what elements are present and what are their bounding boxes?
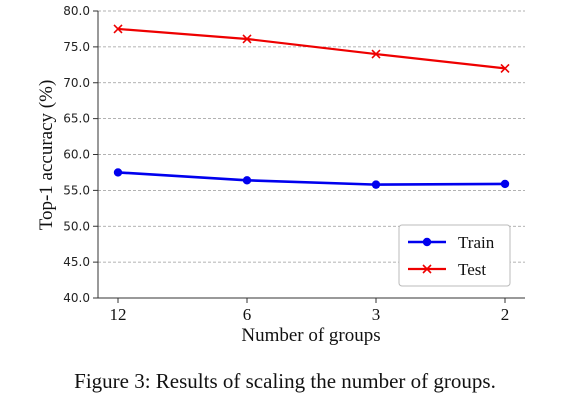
data-point-test-stroke — [242, 34, 252, 44]
data-point-test — [500, 63, 510, 73]
y-ticks: 40.0 45.0 50.0 55.0 60.0 65.0 70.0 75.0 80.0 — [63, 4, 98, 305]
figure-caption: Figure 3: Results of scaling the number … — [74, 369, 496, 393]
x-axis-label: Number of groups — [241, 325, 380, 346]
y-tick-label: 45.0 — [63, 255, 90, 269]
grid — [98, 10, 525, 263]
x-tick-label: 12 — [110, 305, 127, 324]
y-tick-label: 70.0 — [63, 76, 90, 90]
data-point-train — [113, 168, 123, 177]
legend-marker-test-stroke — [422, 264, 432, 274]
series-line-train — [117, 171, 506, 186]
data-point-test — [242, 34, 252, 44]
legend-label-train: Train — [458, 233, 495, 252]
data-point-test — [113, 24, 123, 34]
legend-label-test: Test — [458, 260, 486, 279]
y-axis-label: Top-1 accuracy (%) — [36, 80, 57, 231]
data-point-test-stroke — [371, 49, 381, 59]
data-point-train — [371, 180, 381, 189]
line-chart: 40.0 45.0 50.0 55.0 60.0 65.0 70.0 75.0 80.0 12 6… — [36, 4, 525, 346]
y-tick-label: 40.0 — [63, 291, 90, 305]
y-tick-label: 60.0 — [63, 148, 90, 162]
data-point-test-stroke — [500, 63, 510, 73]
series-line-test — [117, 27, 506, 70]
legend-marker-test — [422, 264, 432, 274]
legend: Train Test — [398, 224, 511, 287]
data-point-train — [242, 176, 252, 185]
data-point-test — [371, 49, 381, 59]
data-point-train — [500, 179, 510, 189]
y-tick-label: 75.0 — [63, 40, 90, 54]
data-point-test-stroke — [113, 24, 123, 34]
y-tick-label: 80.0 — [63, 4, 90, 18]
x-tick-label: 6 — [243, 305, 252, 324]
legend-marker-train — [422, 237, 432, 247]
y-tick-label: 50.0 — [63, 219, 90, 233]
x-tick-label: 3 — [372, 305, 381, 324]
series-group — [113, 24, 510, 189]
y-tick-label: 55.0 — [63, 183, 90, 197]
y-tick-label: 65.0 — [63, 112, 90, 126]
x-tick-label: 2 — [501, 305, 510, 324]
x-ticks: 12 6 3 2 — [110, 298, 510, 324]
